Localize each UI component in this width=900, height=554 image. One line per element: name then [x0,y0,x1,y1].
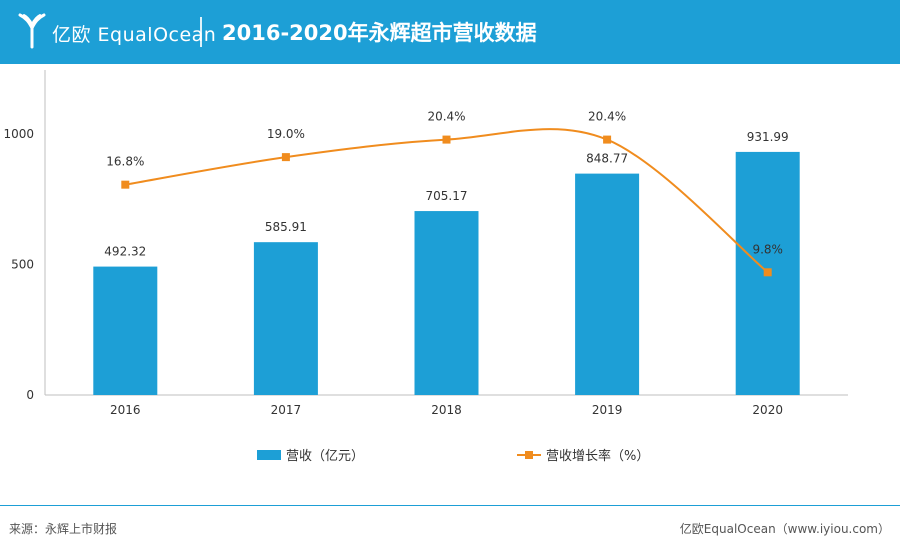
growth-rate-marker [281,153,290,162]
revenue-bar [93,266,158,395]
x-tick-label: 2016 [110,403,141,417]
logo-text: 亿欧 EqualOcean [52,24,217,46]
header-divider [200,17,202,47]
growth-rate-label: 20.4% [427,110,465,124]
revenue-value-label: 705.17 [426,189,468,203]
growth-rate-label: 16.8% [106,155,144,169]
growth-rate-marker [603,135,612,144]
footer-divider [0,505,900,506]
revenue-value-label: 848.77 [586,152,628,166]
growth-rate-marker [763,268,772,277]
revenue-bar [414,211,479,395]
growth-rate-marker [442,135,451,144]
y-tick-label: 0 [26,388,34,402]
revenue-value-label: 492.32 [104,245,146,259]
legend-revenue-swatch [257,450,281,460]
y-tick-label: 1000 [3,127,34,141]
header-banner: 亿欧 EqualOcean 2016-2020年永辉超市营收数据 [0,0,900,64]
x-tick-label: 2017 [271,403,302,417]
x-tick-label: 2019 [592,403,623,417]
source-note: 来源：永辉上市财报 [9,522,118,536]
x-tick-label: 2018 [431,403,462,417]
revenue-chart: 0 500 1000 492.32 2016 585.91 2017 705.17 2018 84… [3,70,848,464]
x-tick-label: 2020 [752,403,783,417]
growth-rate-label: 19.0% [267,127,305,141]
equalocean-logo-icon [18,13,46,49]
y-tick-label: 500 [11,258,34,272]
growth-rate-label: 20.4% [588,110,626,124]
growth-rate-marker [121,180,130,189]
growth-rate-label: 9.8% [752,242,783,256]
revenue-bar [253,242,318,395]
page-title: 2016-2020年永辉超市营收数据 [222,21,537,45]
revenue-value-label: 931.99 [747,130,789,144]
legend-growth-label: 营收增长率（%） [546,448,649,464]
legend-growth-marker [525,451,533,459]
legend-revenue-label: 营收（亿元） [286,449,364,464]
revenue-value-label: 585.91 [265,220,307,234]
revenue-bar [575,173,640,395]
credit-note: 亿欧EqualOcean（www.iyiou.com） [679,522,890,536]
